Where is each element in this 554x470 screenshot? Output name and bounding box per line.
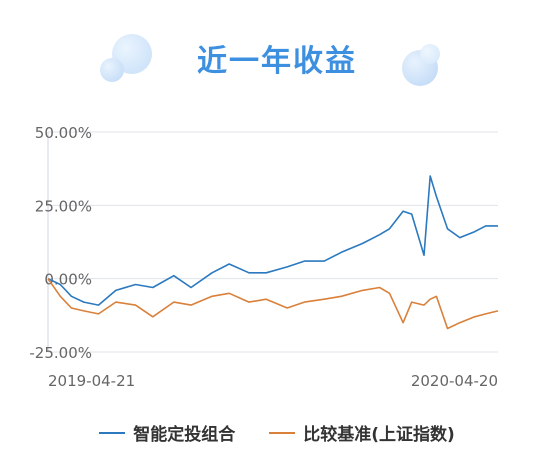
chart-grid (47, 131, 498, 353)
x-tick-label: 2019-04-21 (48, 372, 135, 390)
x-axis-labels: 2019-04-21 2020-04-20 (48, 372, 498, 390)
legend-swatch-benchmark (269, 431, 296, 434)
y-tick-label: 0.00% (44, 271, 92, 289)
y-tick-label: -25.00% (29, 344, 92, 362)
legend-item-benchmark: 比较基准(上证指数) (269, 420, 455, 445)
x-tick-label: 2020-04-20 (411, 372, 498, 390)
legend-item-portfolio: 智能定投组合 (99, 420, 235, 445)
decorative-bubble-right-small (420, 44, 440, 64)
decorative-bubble-left-small (100, 58, 124, 82)
y-tick-label: 50.00% (35, 124, 92, 142)
series-line-portfolio (47, 175, 498, 306)
legend-label-portfolio: 智能定投组合 (133, 425, 236, 445)
page-title: 近一年收益 (197, 44, 357, 79)
legend-label-benchmark: 比较基准(上证指数) (303, 425, 455, 445)
chart-legend: 智能定投组合 比较基准(上证指数) (0, 420, 554, 445)
chart-series (47, 175, 499, 330)
series-line-benchmark (47, 278, 499, 330)
y-tick-label: 25.00% (35, 197, 92, 215)
y-axis-labels: 50.00% 25.00% 0.00% -25.00% (29, 124, 92, 362)
legend-swatch-portfolio (99, 431, 126, 434)
